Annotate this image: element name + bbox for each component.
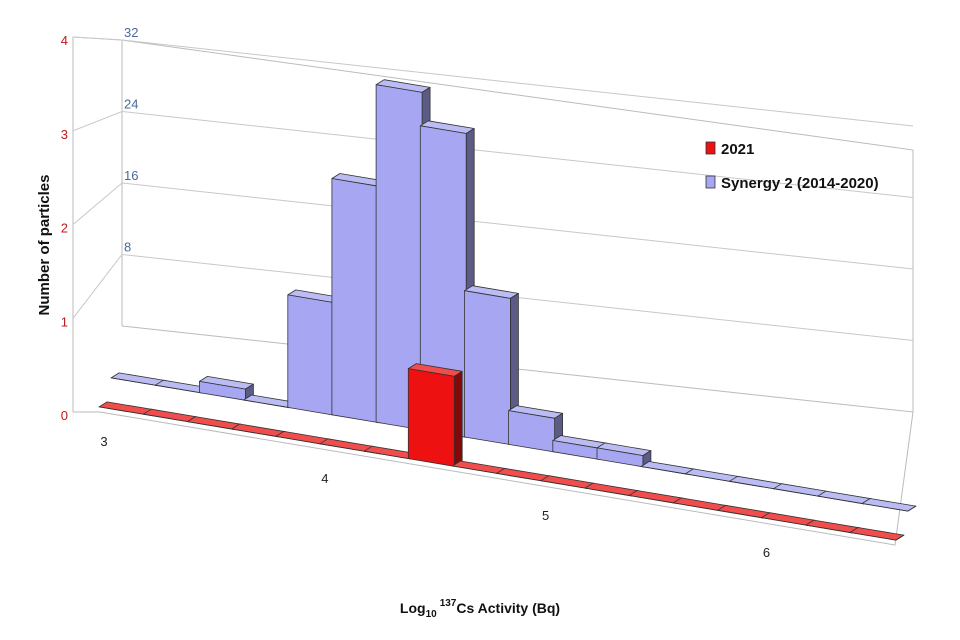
bar-2021 [186, 416, 242, 430]
x-tick-label: 4 [321, 471, 328, 486]
series-2021-bars [98, 363, 905, 541]
gridline [72, 110, 914, 198]
x-axis-label: Log10137Cs Activity (Bq) [400, 598, 560, 620]
legend-label-synergy: Synergy 2 (2014-2020) [721, 175, 879, 192]
gridline [72, 253, 914, 341]
bar-synergy [684, 468, 740, 483]
bar-2021 [231, 423, 287, 438]
x-axis-label-subscript: 10 [426, 609, 438, 620]
legend-label-2021: 2021 [721, 141, 754, 158]
bar-2021 [275, 430, 331, 445]
bar-2021 [540, 475, 596, 489]
bar-2021 [805, 519, 861, 534]
bar-2021 [584, 482, 640, 497]
gridline [72, 182, 914, 270]
x-tick-label: 3 [100, 434, 107, 449]
legend-swatch-2021 [705, 141, 716, 155]
axis-ticks: 8 16 24 32 0 1 2 3 4 3 4 5 6 [61, 25, 770, 560]
x-axis-label-main: Cs Activity (Bq) [456, 600, 560, 616]
bar-2021 [849, 527, 905, 541]
x-tick-label: 5 [542, 508, 549, 523]
y-back-tick-label: 8 [124, 240, 131, 255]
bar-2021 [496, 467, 551, 482]
bar-synergy [596, 442, 652, 468]
legend-swatch-synergy [705, 175, 716, 189]
x-tick-label: 6 [763, 545, 770, 560]
bar-synergy [464, 285, 519, 446]
bar-2021 [717, 504, 772, 519]
x-axis-label-superscript: 137 [440, 598, 457, 609]
y-left-tick-label: 2 [61, 221, 68, 236]
y-left-tick-label: 0 [61, 408, 68, 423]
bar-2021 [407, 363, 463, 467]
y-back-tick-label: 16 [124, 168, 138, 183]
bar-2021 [672, 497, 728, 512]
y-left-tick-label: 4 [61, 33, 68, 48]
bar-2021 [142, 408, 198, 423]
left-wall [72, 36, 123, 412]
gridlines [72, 36, 914, 341]
bar-synergy [861, 498, 917, 512]
bar-2021 [628, 490, 684, 504]
bar-synergy [640, 461, 696, 475]
floor [73, 411, 914, 546]
bar-synergy [817, 490, 873, 505]
y-back-tick-label: 24 [124, 97, 138, 112]
y-left-tick-label: 1 [61, 314, 68, 329]
x-axis-label-prefix: Log [400, 600, 426, 616]
series-synergy-bars [110, 79, 917, 512]
bar-synergy [773, 483, 828, 497]
bar-2021 [319, 438, 375, 452]
y-axis-label: Number of particles [36, 175, 53, 316]
bar-synergy [729, 475, 784, 490]
gridline [72, 36, 914, 127]
bar-2021 [452, 460, 507, 475]
bar-synergy [110, 372, 166, 386]
bar-2021 [98, 401, 154, 415]
bar-2021 [761, 512, 816, 526]
bar-synergy [198, 375, 254, 401]
legend: 2021 Synergy 2 (2014-2020) [705, 141, 879, 192]
y-left-tick-label: 3 [61, 127, 68, 142]
y-back-tick-label: 32 [124, 25, 138, 40]
